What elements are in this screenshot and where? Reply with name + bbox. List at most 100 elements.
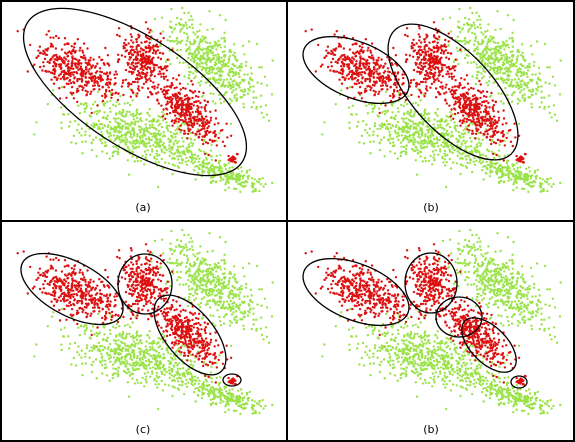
point bbox=[369, 51, 373, 54]
point bbox=[497, 110, 500, 114]
point bbox=[136, 133, 139, 136]
point bbox=[391, 104, 394, 107]
point bbox=[215, 139, 218, 142]
point bbox=[157, 124, 160, 127]
point bbox=[350, 75, 354, 78]
point bbox=[412, 136, 415, 139]
point bbox=[138, 34, 141, 38]
point bbox=[447, 57, 451, 61]
point bbox=[433, 142, 437, 145]
point bbox=[44, 69, 47, 73]
point bbox=[418, 63, 421, 66]
point bbox=[476, 40, 480, 44]
point bbox=[508, 56, 511, 59]
point bbox=[193, 160, 197, 163]
point bbox=[477, 15, 481, 18]
point bbox=[202, 54, 205, 58]
point bbox=[116, 121, 119, 125]
point bbox=[97, 119, 101, 123]
point bbox=[127, 85, 130, 88]
point bbox=[351, 56, 354, 59]
point bbox=[506, 166, 509, 169]
point bbox=[388, 71, 391, 74]
point bbox=[137, 54, 140, 57]
point bbox=[124, 43, 127, 47]
point bbox=[430, 53, 433, 56]
point bbox=[188, 45, 191, 49]
point bbox=[62, 75, 66, 78]
point bbox=[189, 141, 193, 144]
point bbox=[144, 123, 147, 126]
point bbox=[492, 69, 496, 72]
point bbox=[186, 132, 190, 136]
point bbox=[378, 141, 381, 144]
point bbox=[187, 159, 190, 162]
point bbox=[383, 122, 386, 126]
point bbox=[463, 56, 467, 60]
point bbox=[436, 126, 440, 130]
point bbox=[67, 60, 70, 63]
point bbox=[214, 117, 218, 120]
point bbox=[464, 16, 467, 20]
point bbox=[160, 125, 164, 129]
point bbox=[168, 144, 171, 147]
point bbox=[199, 23, 202, 26]
point bbox=[341, 72, 344, 76]
point bbox=[437, 91, 441, 95]
point bbox=[402, 82, 405, 85]
point bbox=[180, 107, 183, 111]
point bbox=[458, 81, 461, 85]
point bbox=[396, 120, 400, 124]
point bbox=[123, 139, 126, 142]
point bbox=[526, 175, 530, 178]
point bbox=[201, 124, 205, 127]
point bbox=[490, 47, 493, 50]
point bbox=[483, 70, 487, 74]
point bbox=[143, 163, 146, 166]
point bbox=[171, 30, 174, 34]
point bbox=[442, 145, 446, 148]
point bbox=[416, 152, 420, 155]
point bbox=[199, 80, 203, 83]
point bbox=[105, 152, 109, 155]
point bbox=[417, 95, 420, 98]
point bbox=[179, 124, 182, 127]
point bbox=[118, 110, 121, 113]
point bbox=[361, 81, 364, 85]
point bbox=[419, 54, 422, 57]
point bbox=[104, 46, 107, 50]
point bbox=[520, 89, 523, 92]
point bbox=[196, 154, 199, 158]
point bbox=[479, 111, 482, 114]
point bbox=[503, 154, 506, 158]
point bbox=[42, 65, 45, 68]
point bbox=[230, 173, 233, 177]
point bbox=[206, 58, 209, 61]
point bbox=[261, 177, 264, 180]
point bbox=[389, 126, 392, 130]
point bbox=[76, 87, 79, 91]
point bbox=[208, 77, 212, 80]
point bbox=[128, 58, 131, 61]
point bbox=[46, 47, 49, 51]
point bbox=[146, 149, 149, 152]
point bbox=[136, 51, 139, 54]
point bbox=[321, 63, 324, 66]
point bbox=[423, 112, 427, 115]
point bbox=[202, 150, 206, 153]
point bbox=[478, 23, 482, 26]
point bbox=[206, 170, 210, 174]
point bbox=[395, 135, 399, 138]
point bbox=[540, 85, 543, 88]
point bbox=[183, 123, 186, 126]
point bbox=[448, 75, 451, 78]
point bbox=[67, 113, 70, 116]
point bbox=[246, 177, 250, 180]
point bbox=[497, 167, 500, 170]
point bbox=[111, 93, 114, 96]
point bbox=[218, 160, 221, 163]
point bbox=[76, 66, 79, 69]
point bbox=[171, 163, 174, 166]
point bbox=[484, 130, 487, 133]
point bbox=[440, 144, 443, 147]
